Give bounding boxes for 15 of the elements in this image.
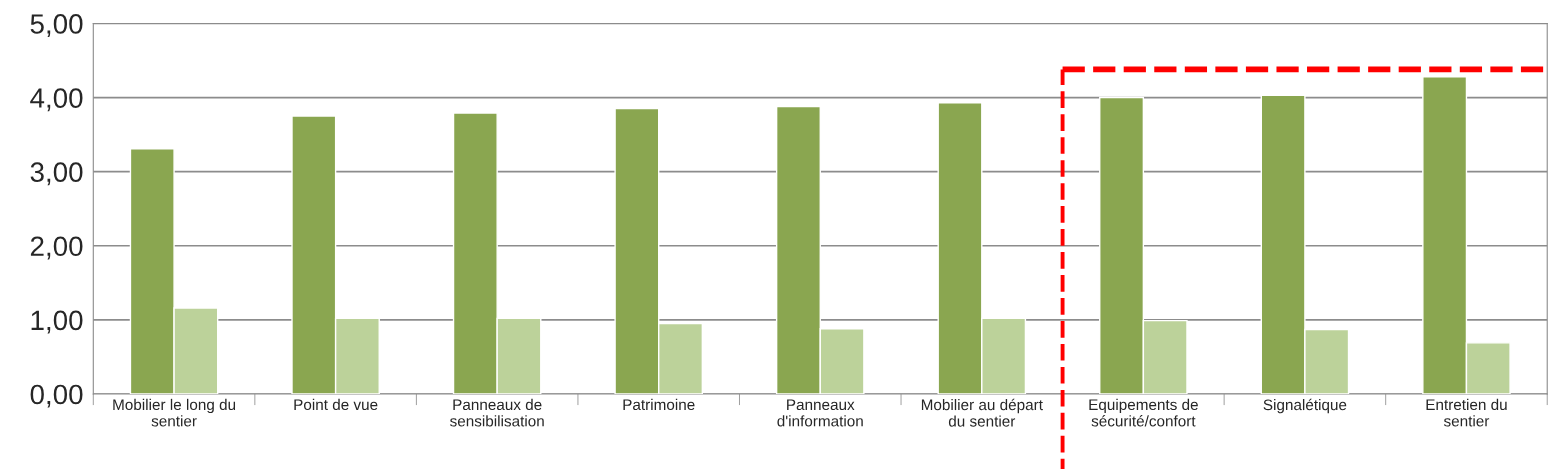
y-tick-label: 1,00 bbox=[31, 310, 83, 334]
x-tick-label: Point de vue bbox=[294, 398, 378, 411]
x-tick-label: Entretien du sentier bbox=[1426, 398, 1507, 427]
y-tick-label: 2,00 bbox=[30, 236, 83, 260]
y-tick-label: 0,00 bbox=[30, 384, 83, 408]
y-tick-label: 5,00 bbox=[30, 14, 83, 38]
x-tick-label: Panneaux d'information bbox=[777, 399, 863, 427]
y-tick-label: 4,00 bbox=[30, 88, 83, 112]
x-tick-label: Mobilier au départ du sentier bbox=[921, 398, 1043, 427]
y-tick-label: 3,00 bbox=[30, 162, 83, 186]
x-tick-label: Panneaux de sensibilisation bbox=[450, 398, 544, 427]
x-tick-label: Equipements de sécurité/confort bbox=[1089, 398, 1198, 427]
x-tick-label: Signalétique bbox=[1263, 398, 1347, 414]
x-tick-label: Mobilier le long du sentier bbox=[113, 398, 236, 427]
x-tick-label: Patrimoine bbox=[623, 398, 695, 411]
